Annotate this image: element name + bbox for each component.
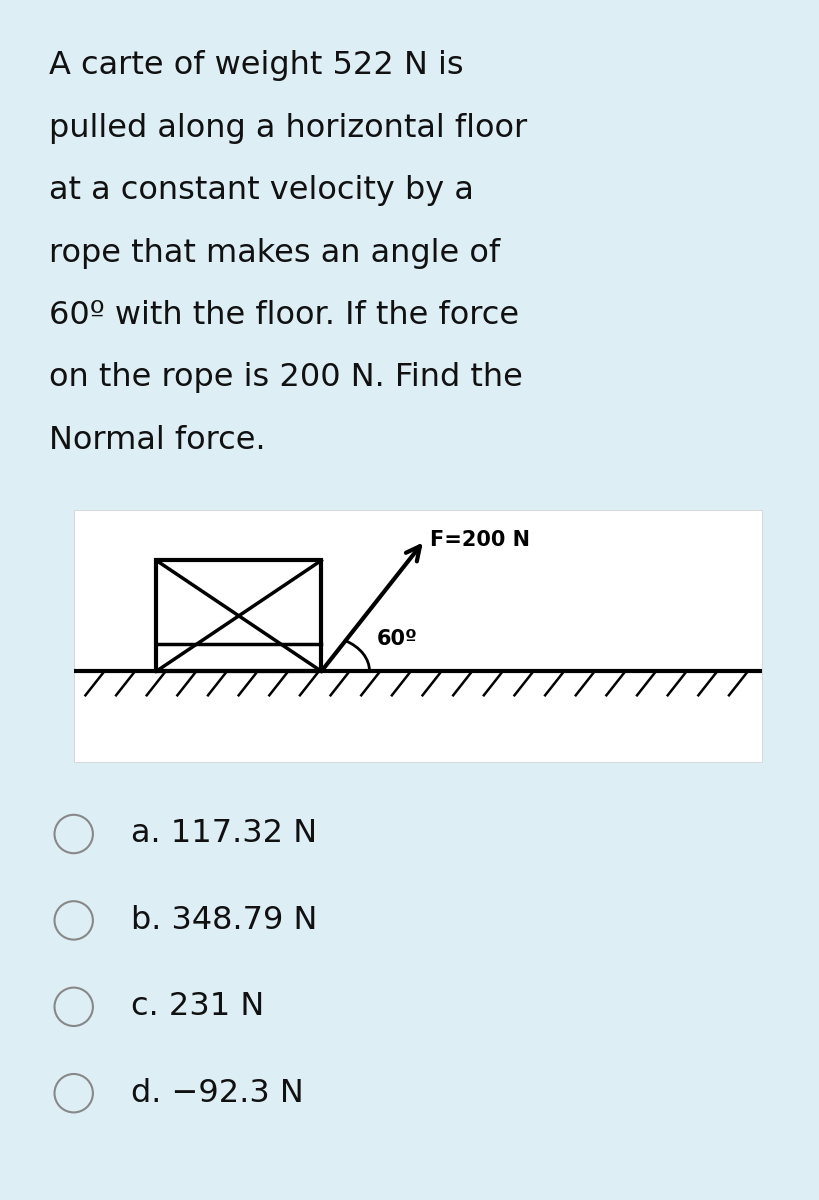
Text: a. 117.32 N: a. 117.32 N bbox=[131, 818, 317, 850]
Text: 60º: 60º bbox=[377, 629, 418, 648]
Text: rope that makes an angle of: rope that makes an angle of bbox=[49, 238, 500, 269]
Text: b. 348.79 N: b. 348.79 N bbox=[131, 905, 318, 936]
Text: on the rope is 200 N. Find the: on the rope is 200 N. Find the bbox=[49, 362, 523, 394]
Text: c. 231 N: c. 231 N bbox=[131, 991, 265, 1022]
Text: F=200 N: F=200 N bbox=[430, 530, 530, 551]
Text: at a constant velocity by a: at a constant velocity by a bbox=[49, 175, 474, 206]
Text: 60º with the floor. If the force: 60º with the floor. If the force bbox=[49, 300, 519, 331]
Bar bbox=[74, 510, 762, 762]
Text: pulled along a horizontal floor: pulled along a horizontal floor bbox=[49, 113, 527, 144]
Text: Normal force.: Normal force. bbox=[49, 425, 265, 456]
Text: A carte of weight 522 N is: A carte of weight 522 N is bbox=[49, 50, 464, 82]
Text: d. −92.3 N: d. −92.3 N bbox=[131, 1078, 304, 1109]
